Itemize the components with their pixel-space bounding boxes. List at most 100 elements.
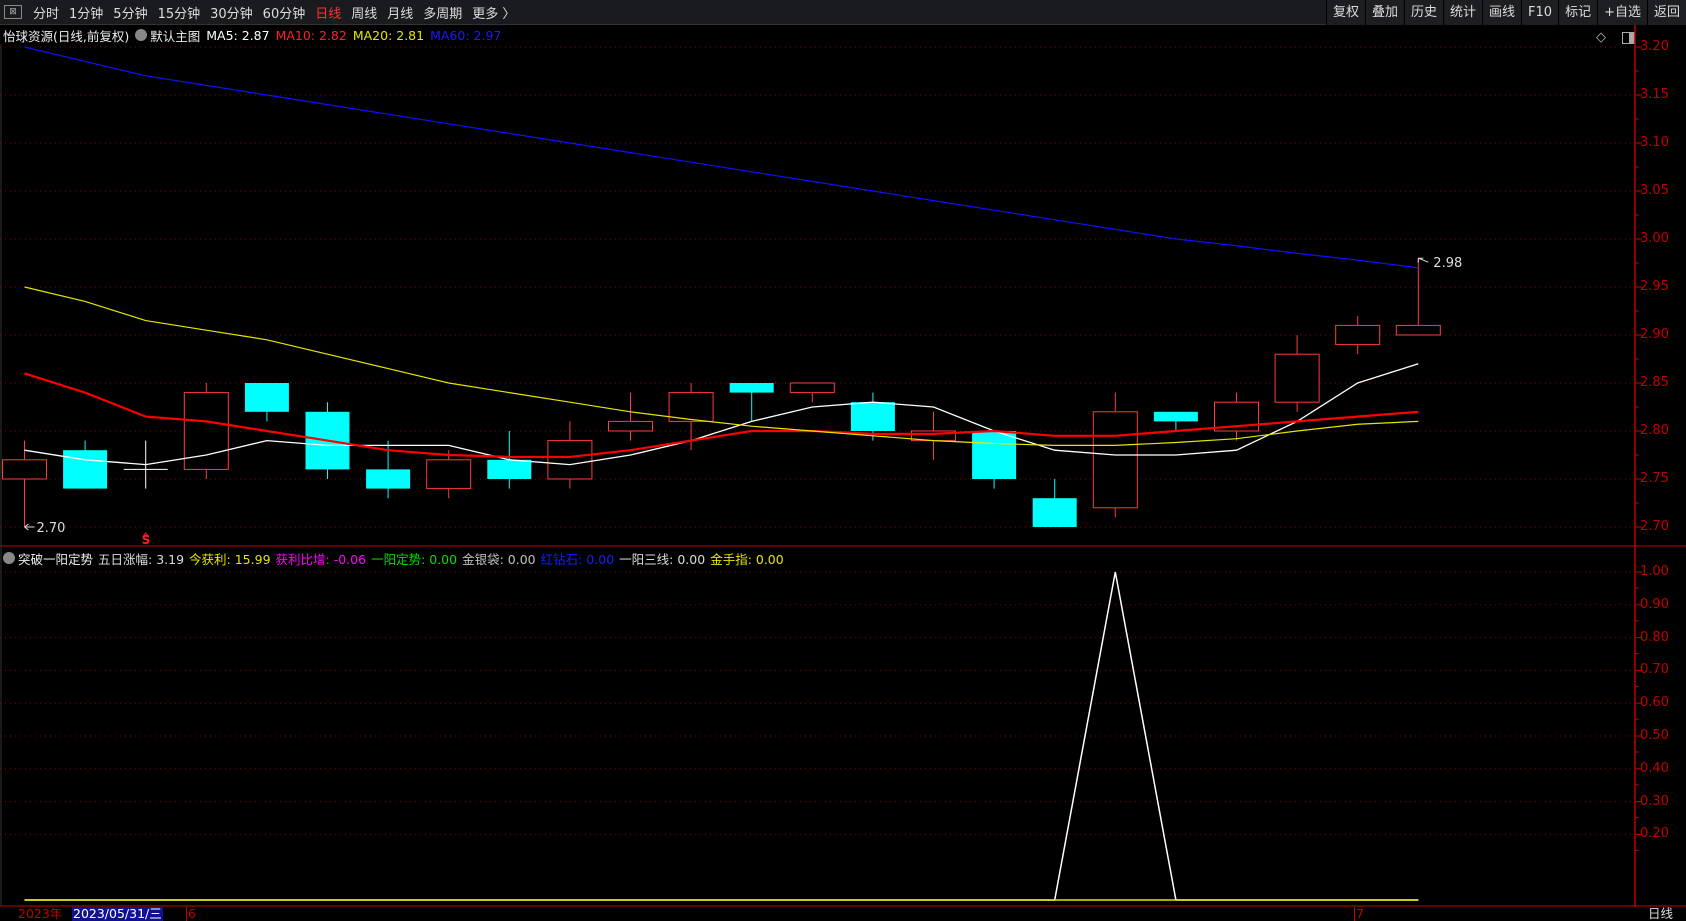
toolbar-button-8[interactable]: 返回	[1646, 0, 1686, 25]
tab-0[interactable]: 分时	[33, 6, 60, 22]
ma-line-ma60	[24, 46, 1419, 269]
candle-down	[1032, 498, 1077, 527]
price-axis-label: 2.90	[1640, 327, 1669, 342]
indicator-value-1: 今获利: 15.99	[189, 551, 271, 567]
indicator-header: 突破一阳定势 五日涨幅: 3.19 今获利: 15.99 获利比增: -0.06 一阳…	[0, 550, 794, 567]
candle-down	[972, 431, 1017, 479]
toolbar-button-6[interactable]: 标记	[1558, 0, 1598, 25]
tab-6[interactable]: 日线	[315, 6, 342, 22]
ma10-value: MA10: 2.82	[275, 27, 347, 43]
indicator-axis-label: 0.20	[1640, 826, 1669, 842]
toolbar-button-5[interactable]: F10	[1521, 0, 1559, 25]
tab-10[interactable]: 更多 〉	[472, 6, 516, 22]
indicator-line-0	[24, 571, 1419, 901]
price-axis-label: 2.70	[1640, 519, 1669, 534]
candle-up	[608, 420, 653, 432]
year-label: 2023年	[18, 906, 63, 921]
tab-8[interactable]: 月线	[387, 6, 414, 22]
candle-up	[668, 392, 714, 422]
indicator-value-6: 一阳三线: 0.00	[619, 551, 706, 567]
candle-up	[547, 440, 593, 480]
candle-down	[1153, 411, 1198, 422]
main-chart-header: 怡球资源(日线,前复权) 默认主图 MA5: 2.87 MA10: 2.82 M…	[0, 26, 507, 44]
price-axis-label: 3.10	[1640, 135, 1669, 150]
high-arrow-icon	[1417, 257, 1429, 263]
toolbar-button-2[interactable]: 历史	[1403, 0, 1443, 25]
tab-4[interactable]: 30分钟	[210, 6, 253, 22]
candle-down	[366, 469, 411, 489]
ma20-value: MA20: 2.81	[352, 27, 425, 43]
panel-toggle-icon[interactable]: ⊠	[4, 5, 22, 19]
low-arrow-icon	[24, 523, 35, 531]
tab-1[interactable]: 1分钟	[69, 6, 104, 22]
stock-title: 怡球资源(日线,前复权)	[3, 28, 130, 44]
ma-line-ma10	[24, 372, 1419, 459]
indicator-axis-label: 0.50	[1640, 728, 1669, 743]
candle-down	[729, 383, 774, 393]
candle-up	[426, 459, 472, 490]
ma5-value: MA5: 2.87	[206, 27, 270, 43]
low-price-label: 2.70	[37, 521, 66, 536]
indicator-axis-label: 0.60	[1640, 695, 1669, 711]
indicator-value-2: 获利比增: -0.06	[275, 551, 367, 567]
price-axis-label: 2.75	[1640, 471, 1669, 486]
indicator-axis-label: 0.80	[1640, 629, 1669, 645]
tab-2[interactable]: 5分钟	[113, 6, 148, 22]
chevron-down-icon[interactable]	[135, 29, 148, 41]
price-axis-label: 3.05	[1640, 183, 1669, 198]
chevron-down-icon[interactable]	[3, 552, 15, 564]
candle-down	[244, 383, 289, 412]
candle-down	[487, 459, 532, 479]
signal-arrow-icon	[142, 532, 150, 538]
high-price-label: 2.98	[1433, 256, 1462, 271]
candle-down	[63, 450, 108, 489]
candle-up	[789, 382, 835, 394]
candle-up	[1395, 324, 1441, 336]
toolbar-button-3[interactable]: 统计	[1443, 0, 1483, 25]
indicator-axis-label: 0.40	[1640, 760, 1669, 776]
tab-9[interactable]: 多周期	[423, 6, 463, 22]
candle-up	[1092, 411, 1138, 509]
indicator-axis-label: 1.00	[1640, 564, 1669, 579]
toolbar-button-4[interactable]: 画线	[1482, 0, 1522, 25]
tab-7[interactable]: 周线	[351, 6, 378, 22]
price-axis-label: 3.15	[1640, 87, 1669, 102]
period-toolbar: ⊠ 分时 1分钟 5分钟 15分钟 30分钟 60分钟 日线 周线 月线 多周期 更多 〉 复权 叠加…	[0, 0, 1686, 25]
diamond-icon[interactable]: ◇	[1596, 30, 1606, 45]
signal-marker: S	[142, 533, 151, 547]
indicator-value-0: 五日涨幅: 3.19	[98, 551, 185, 567]
toolbar-button-0[interactable]: 复权	[1325, 0, 1365, 25]
right-toolbar: 复权 叠加 历史 统计 画线 F10 标记 +自选 返回	[1325, 0, 1686, 25]
indicator-name[interactable]: 突破一阳定势	[18, 551, 94, 567]
indicator-value-4: 金银袋: 0.00	[462, 551, 536, 567]
ma-line-ma5	[24, 363, 1419, 466]
toolbar-button-7[interactable]: +自选	[1597, 0, 1647, 25]
tab-3[interactable]: 15分钟	[157, 6, 201, 22]
indicator-value-7: 金手指: 0.00	[710, 551, 784, 567]
template-name[interactable]: 默认主图	[150, 28, 201, 44]
ma-line-ma20	[24, 286, 1419, 446]
date-strip: 2023年 2023/05/31/三 6 7 日线	[0, 907, 1686, 921]
price-axis-label: 2.85	[1640, 375, 1669, 390]
toolbar-button-1[interactable]: 叠加	[1364, 0, 1404, 25]
candle-up	[1274, 353, 1320, 403]
candle-up	[1335, 324, 1381, 346]
indicator-value-5: 红钻石: 0.00	[540, 551, 615, 567]
price-axis-label: 3.00	[1640, 231, 1669, 246]
price-axis-label: 3.20	[1640, 39, 1669, 54]
candle-up	[183, 392, 229, 470]
ma60-value: MA60: 2.97	[430, 27, 502, 43]
period-label: 日线	[1648, 906, 1674, 921]
price-axis-label: 2.95	[1640, 279, 1669, 294]
month-label-6: 6	[186, 906, 196, 921]
indicator-axis-label: 0.90	[1640, 596, 1669, 612]
candle-down	[850, 402, 895, 431]
price-axis-label: 2.80	[1640, 423, 1669, 438]
indicator-value-3: 一阳定势: 0.00	[371, 551, 458, 567]
indicator-axis-label: 0.30	[1640, 793, 1669, 809]
indicator-axis-label: 0.70	[1640, 662, 1669, 678]
cursor-date: 2023/05/31/三	[72, 906, 163, 921]
tab-5[interactable]: 60分钟	[262, 6, 306, 22]
candle-up	[2, 459, 47, 480]
